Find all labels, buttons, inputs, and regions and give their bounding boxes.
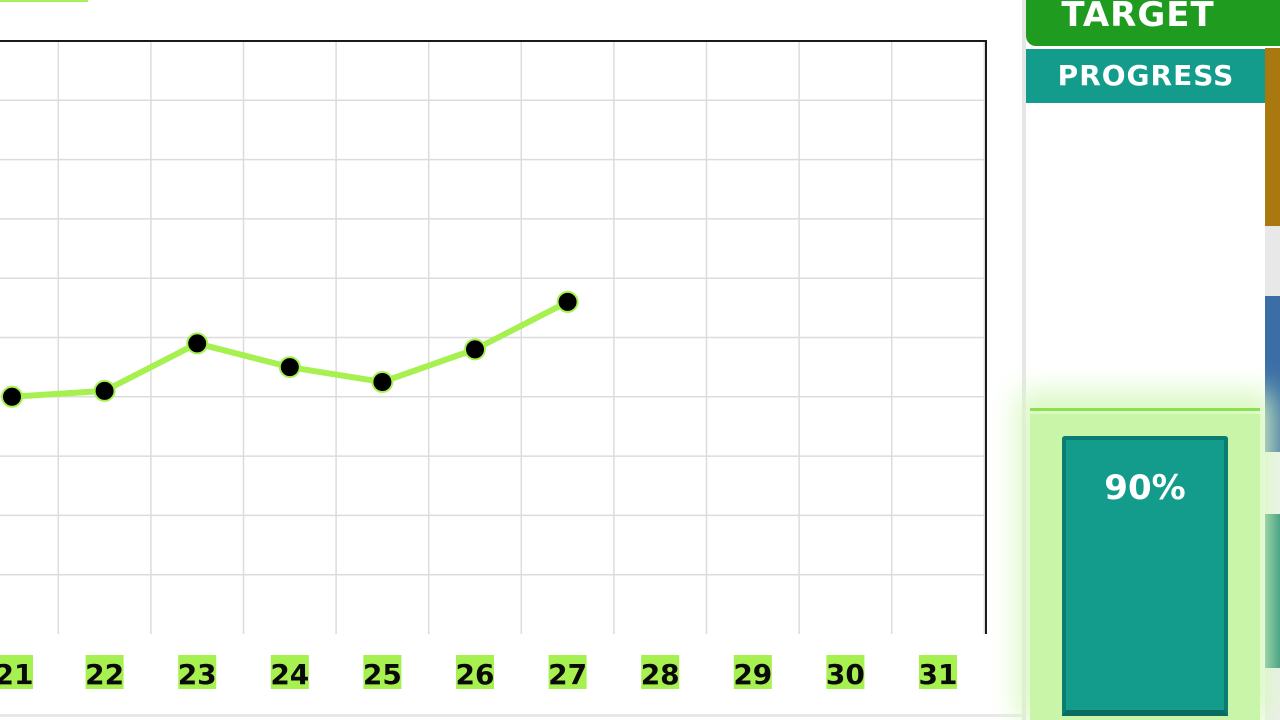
data-point [371, 370, 394, 393]
target-banner: TARGET [1026, 0, 1280, 46]
data-point [556, 290, 579, 313]
x-tick-highlight [548, 655, 587, 689]
x-tick-highlight [178, 655, 217, 689]
side-strip-white [1265, 452, 1280, 514]
chart-series [1, 290, 579, 408]
x-tick-label: 29 [733, 658, 772, 691]
x-tick-label: 21 [0, 658, 33, 691]
x-tick-highlight [456, 655, 494, 689]
side-strip-amber [1265, 48, 1280, 226]
top-accent-bar [0, 0, 88, 2]
side-strip-gray [1265, 226, 1280, 296]
x-tick-label: 25 [363, 658, 402, 691]
chart-frame [0, 40, 987, 634]
data-point [186, 332, 209, 355]
progress-value: 90% [1104, 468, 1186, 508]
x-tick: 30 [826, 655, 865, 691]
progress-target-line [1030, 408, 1260, 411]
x-tick-label: 31 [919, 658, 958, 691]
x-tick-highlight [0, 655, 33, 689]
target-label: TARGET [1061, 0, 1215, 35]
panel-divider [1022, 0, 1026, 720]
x-tick: 24 [270, 655, 309, 691]
data-point [1, 385, 23, 408]
chart-grid [0, 41, 986, 634]
x-tick-highlight [363, 655, 402, 689]
x-tick: 25 [363, 655, 402, 691]
x-tick-label: 28 [641, 658, 680, 691]
bottom-rule [0, 714, 1022, 717]
side-strip-blue [1265, 296, 1280, 452]
x-tick-highlight [270, 655, 309, 689]
x-tick: 27 [548, 655, 587, 691]
side-strip-teal [1265, 514, 1280, 668]
x-tick: 31 [919, 655, 958, 691]
x-tick-highlight [919, 655, 957, 689]
data-point [464, 338, 486, 361]
side-strip-light [1265, 668, 1280, 720]
progress-bar: 90% [1062, 436, 1228, 716]
x-tick: 29 [733, 655, 772, 691]
progress-header: PROGRESS [1026, 49, 1266, 103]
line-chart: 21 22 23 24 25 26 27 28 29 30 31 [0, 40, 987, 691]
x-tick-label: 22 [85, 658, 124, 691]
x-tick-label: 23 [178, 658, 217, 691]
x-tick: 26 [456, 655, 495, 691]
x-tick-highlight [733, 655, 772, 689]
x-tick-label: 24 [270, 658, 309, 691]
x-axis-ticks: 21 22 23 24 25 26 27 28 29 30 31 [0, 655, 957, 691]
chart-border [0, 40, 987, 634]
data-point [93, 379, 116, 402]
data-point [278, 356, 301, 379]
x-tick-label: 26 [456, 658, 495, 691]
x-tick-highlight [641, 655, 680, 689]
x-tick: 23 [178, 655, 217, 691]
x-tick-highlight [85, 655, 124, 689]
x-tick-label: 27 [548, 658, 587, 691]
x-tick-label: 30 [826, 658, 865, 691]
chart-canvas: 21 22 23 24 25 26 27 28 29 30 31 [0, 40, 987, 691]
x-tick-highlight [826, 655, 865, 689]
x-tick: 28 [641, 655, 680, 691]
x-tick: 21 [0, 655, 33, 691]
x-tick: 22 [85, 655, 124, 691]
